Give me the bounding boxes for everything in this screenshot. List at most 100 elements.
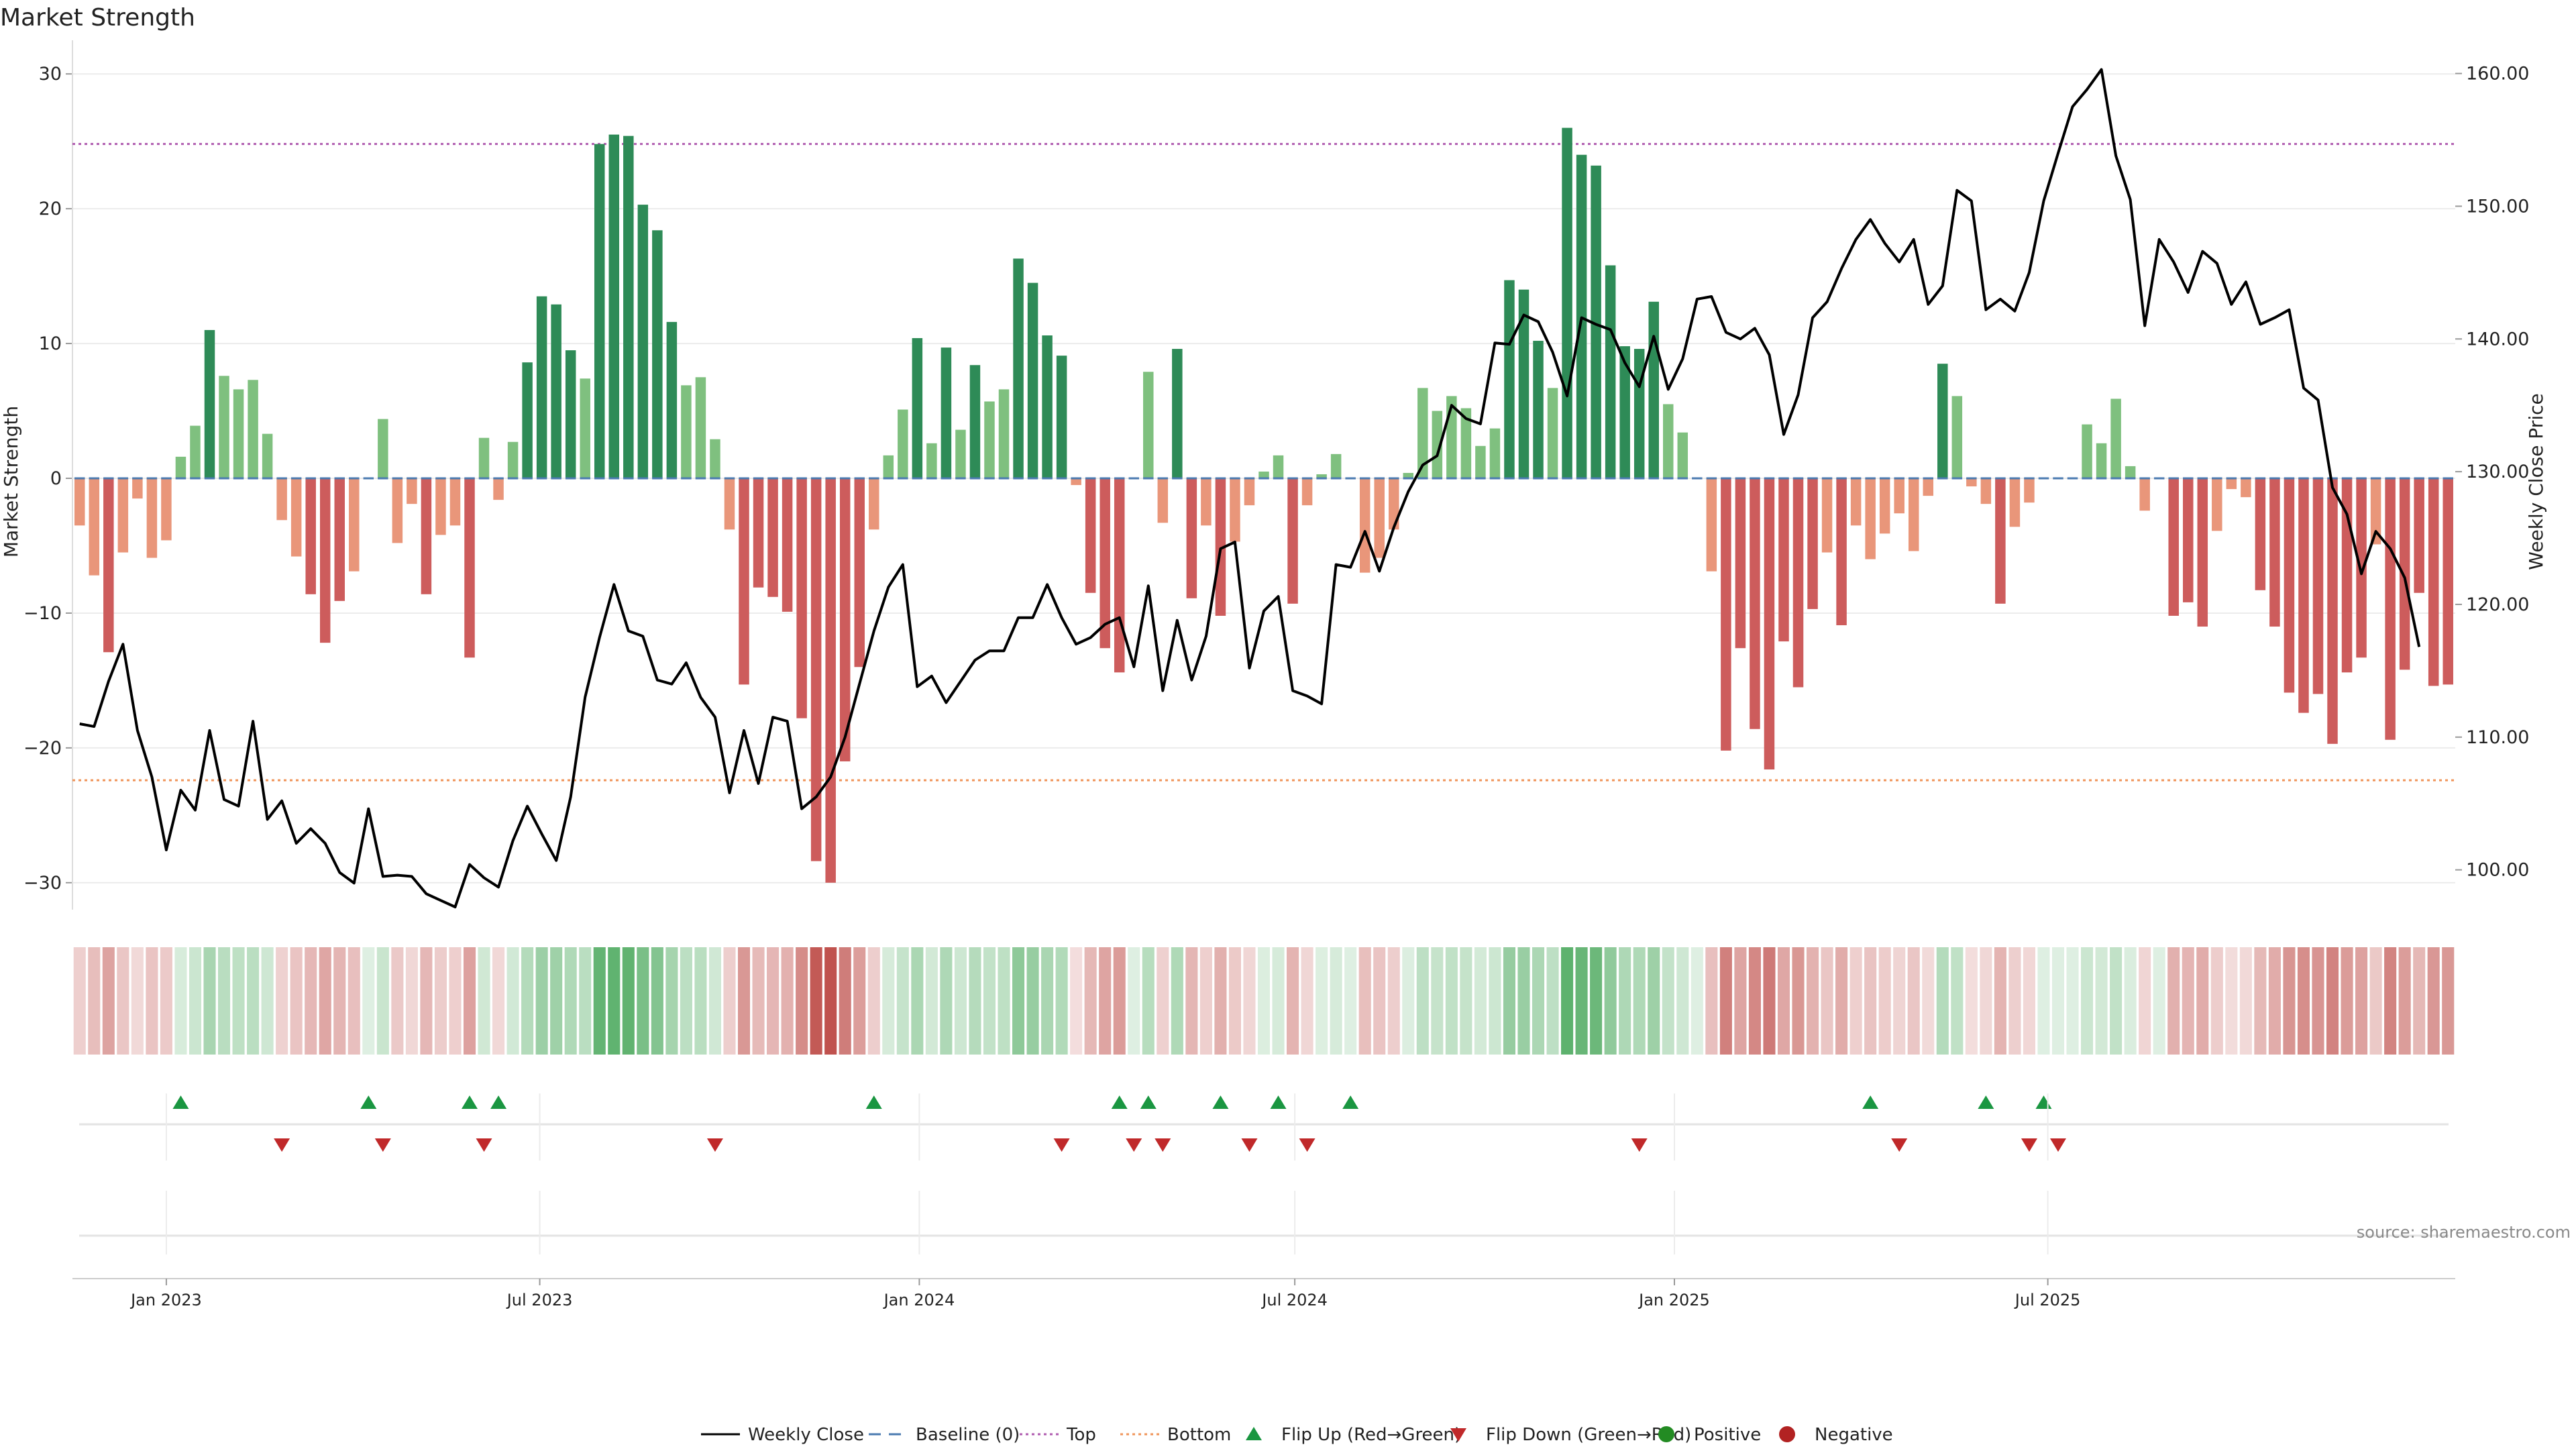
positive-bar: [1677, 432, 1688, 478]
positive-bar: [1013, 258, 1024, 478]
positive-bar: [1417, 388, 1428, 478]
negative-bar: [435, 478, 446, 535]
heat-cell: [853, 947, 866, 1055]
positive-bar: [204, 329, 215, 478]
heat-cell: [723, 947, 736, 1055]
heat-cell: [73, 947, 86, 1055]
negative-bar: [89, 478, 100, 576]
positive-bar: [1042, 335, 1053, 478]
negative-bar: [810, 478, 822, 861]
negative-bar: [2024, 478, 2035, 503]
heat-cell: [405, 947, 418, 1055]
flip-up-marker: [1270, 1095, 1287, 1109]
flip-up-marker: [360, 1095, 377, 1109]
negative-bar: [796, 478, 807, 718]
heat-cell: [694, 947, 707, 1055]
legend-label: Bottom: [1167, 1425, 1231, 1445]
heat-cell: [1199, 947, 1212, 1055]
heat-cell: [1157, 947, 1169, 1055]
heat-cell: [1070, 947, 1083, 1055]
heat-cell: [579, 947, 592, 1055]
positive-bar: [941, 347, 952, 478]
heat-cell: [896, 947, 909, 1055]
heat-cell: [1214, 947, 1227, 1055]
legend-negative-swatch: [1779, 1426, 1795, 1442]
heat-cell: [1907, 947, 1920, 1055]
heat-cell: [2153, 947, 2165, 1055]
heat-cell: [333, 947, 346, 1055]
negative-bar: [2197, 478, 2208, 627]
strength-heat-strip: [73, 947, 2455, 1055]
heat-cell: [1287, 947, 1299, 1055]
negative-bar: [739, 478, 749, 685]
negative-bar: [1850, 478, 1862, 526]
negative-bar: [1879, 478, 1890, 534]
heat-cell: [2341, 947, 2353, 1055]
y-tick-label: 10: [39, 333, 62, 354]
heat-cell: [1431, 947, 1444, 1055]
heat-cell: [1864, 947, 1877, 1055]
y-tick-label: 0: [50, 468, 62, 489]
strength-bars: [74, 127, 2453, 883]
positive-bar: [710, 439, 720, 478]
positive-bar: [1504, 280, 1515, 478]
heat-cell: [88, 947, 101, 1055]
heat-cell: [174, 947, 187, 1055]
heat-cell: [1330, 947, 1342, 1055]
negative-bar: [1359, 478, 1371, 573]
positive-bar: [233, 389, 244, 478]
heat-cell: [2239, 947, 2252, 1055]
negative-bar: [305, 478, 316, 594]
positive-bar: [608, 134, 620, 478]
heat-cell: [2051, 947, 2065, 1055]
heat-cell: [247, 947, 260, 1055]
legend-label: Positive: [1694, 1425, 1761, 1445]
negative-bar: [1287, 478, 1298, 604]
heat-cell: [1041, 947, 1054, 1055]
legend-flip-up-swatch: [1246, 1427, 1262, 1440]
negative-bar: [1301, 478, 1313, 506]
heat-cell: [651, 947, 663, 1055]
positive-bar: [1663, 404, 1674, 478]
positive-bar: [926, 443, 937, 478]
positive-bar: [1330, 453, 1342, 478]
heat-cell: [2355, 947, 2368, 1055]
heat-cell: [319, 947, 331, 1055]
heat-cell: [261, 947, 274, 1055]
heat-cell: [1590, 947, 1603, 1055]
heat-cell: [737, 947, 751, 1055]
heat-cell: [1416, 947, 1429, 1055]
heat-cell: [2095, 947, 2108, 1055]
heat-cell: [1806, 947, 1819, 1055]
flip-down-marker: [706, 1138, 723, 1152]
positive-bar: [1619, 346, 1630, 478]
negative-bar: [1388, 478, 1399, 530]
negative-bar: [1099, 478, 1110, 649]
negative-bar: [2284, 478, 2295, 693]
heat-cell: [1316, 947, 1328, 1055]
negative-bar: [2241, 478, 2251, 498]
negative-bar: [1836, 478, 1847, 626]
heat-cell: [925, 947, 938, 1055]
heat-cell: [2210, 947, 2223, 1055]
heat-cell: [1185, 947, 1198, 1055]
negative-bar: [1085, 478, 1096, 593]
heat-cell: [1387, 947, 1400, 1055]
heat-cell: [796, 947, 808, 1055]
heat-cell: [478, 947, 490, 1055]
heat-cell: [824, 947, 837, 1055]
heat-cell: [1734, 947, 1747, 1055]
price-series: [79, 68, 2421, 908]
heat-cell: [1936, 947, 1949, 1055]
positive-bar: [898, 409, 908, 478]
heat-cell: [1460, 947, 1472, 1055]
negative-bar: [2182, 478, 2194, 602]
negative-bar: [2327, 478, 2338, 744]
negative-bar: [2312, 478, 2324, 694]
positive-bar: [1316, 474, 1327, 478]
heat-cell: [940, 947, 953, 1055]
y-tick-label: −30: [23, 873, 62, 894]
heat-cell: [1604, 947, 1617, 1055]
heat-cell: [391, 947, 404, 1055]
positive-bar: [883, 455, 894, 478]
